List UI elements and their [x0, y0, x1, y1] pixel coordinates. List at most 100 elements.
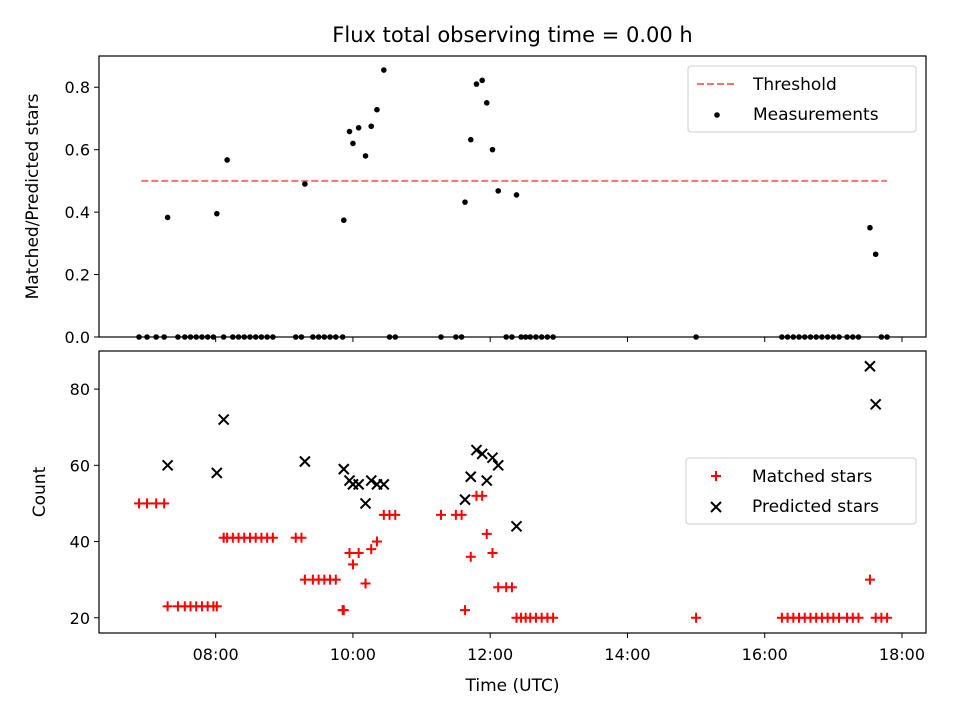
matched-star-point [162, 601, 173, 612]
matched-star-point [338, 605, 349, 616]
x-b [492, 459, 504, 472]
measurement-point [518, 334, 524, 340]
y-tick-label: 20 [70, 609, 90, 628]
measurement-point [462, 199, 468, 205]
matched-star-point [506, 582, 517, 593]
bottom-plot-frame [98, 350, 927, 634]
measurement-point [849, 334, 856, 340]
top-legend-box [687, 65, 917, 133]
x-b [211, 467, 223, 479]
x-b [465, 471, 477, 483]
measurement-point [315, 334, 322, 340]
measurement-point [801, 334, 808, 340]
measurement-point [161, 334, 167, 340]
x-axis-label: Time (UTC) [465, 676, 560, 696]
x-tick-label: 18:00 [879, 645, 925, 664]
measurement-point [438, 334, 444, 340]
measurement-point [270, 334, 276, 340]
matched-star-point [460, 605, 471, 616]
measurement-point [544, 334, 551, 340]
measurement-point [264, 334, 270, 340]
measurement-point [136, 334, 142, 340]
matched-star-point [267, 532, 278, 543]
matched-star-point [465, 551, 476, 562]
legend-measurements-label: Measurements [753, 105, 879, 125]
matched-star-point [142, 498, 153, 509]
measurement-point [350, 140, 356, 147]
matched-star-point [548, 612, 559, 623]
measurement-point [362, 153, 369, 159]
measurement-point [346, 128, 353, 135]
measurement-point [513, 192, 520, 198]
predicted-star-point [486, 451, 499, 464]
measurement-points [136, 67, 890, 340]
matched-star-point [296, 532, 307, 543]
matched-star-point [360, 578, 371, 589]
predicted-star-point [481, 474, 493, 487]
measurement-point [483, 100, 490, 106]
y-tick-label: 0.8 [65, 78, 90, 97]
x-b [459, 493, 471, 506]
y-tick-label: 80 [70, 380, 90, 399]
measurement-point [819, 334, 825, 340]
legend-predicted-swatch [710, 501, 722, 513]
legend-plus-mark [711, 471, 721, 481]
measurement-point [836, 334, 842, 340]
predicted-star-point [365, 474, 377, 487]
measurement-point [241, 334, 248, 340]
matched-star-point [853, 612, 864, 623]
predicted-star-point [299, 455, 311, 468]
y-tick-label: 0.0 [65, 328, 90, 347]
measurement-point [230, 334, 236, 340]
x-b [481, 474, 493, 487]
measurement-point [332, 334, 339, 340]
measurement-point [527, 334, 534, 340]
legend-x-mark [710, 501, 722, 513]
x-b [510, 520, 523, 533]
measurement-point [796, 334, 802, 340]
matched-star-point [390, 509, 401, 520]
predicted-star-point [378, 478, 390, 491]
measurement-point [489, 146, 496, 153]
x-tick-label: 12:00 [467, 645, 513, 664]
matched-star-point [159, 498, 170, 509]
measurement-point [247, 334, 253, 340]
matched-star-point [487, 547, 498, 558]
measurement-point [824, 334, 831, 340]
measurement-point [355, 125, 362, 131]
measurement-point [386, 334, 393, 340]
measurement-point [374, 106, 380, 113]
predicted-star-point [465, 471, 477, 483]
measurement-point [867, 224, 873, 231]
measurement-point [453, 334, 459, 340]
predicted-star-point [359, 497, 372, 510]
bottom-y-axis-label: Count [30, 466, 50, 517]
measurement-point [235, 334, 242, 340]
legend-measurements-swatch [714, 112, 720, 118]
measurement-point [458, 334, 465, 340]
measurement-point [381, 67, 387, 73]
predicted-star-point [470, 444, 483, 456]
measurement-point [224, 157, 230, 163]
measurement-point [252, 334, 259, 340]
predicted-star-point [459, 493, 471, 506]
bottom-legend-box [685, 457, 917, 525]
x-b [352, 478, 365, 491]
x-b [359, 497, 372, 510]
top-y-axis-label: Matched/Predicted stars [23, 93, 43, 299]
predicted-star-point [217, 413, 230, 426]
measurement-point [298, 334, 305, 340]
measurement-point [220, 334, 227, 340]
measurement-point [327, 334, 333, 340]
measurement-point [844, 334, 850, 340]
measurement-point [784, 334, 791, 340]
measurement-point [813, 334, 819, 340]
x-tick-label: 16:00 [742, 645, 788, 664]
x-b [299, 455, 311, 468]
y-tick-label: 40 [70, 533, 90, 552]
measurement-point [210, 334, 217, 340]
measurement-point [153, 334, 159, 340]
bottom-panel: 20 40 60 80 08:00 10:00 12:00 14:00 16:00 18:00 C… [30, 350, 927, 696]
measurement-point [884, 334, 890, 340]
matched-star-point [330, 574, 341, 585]
